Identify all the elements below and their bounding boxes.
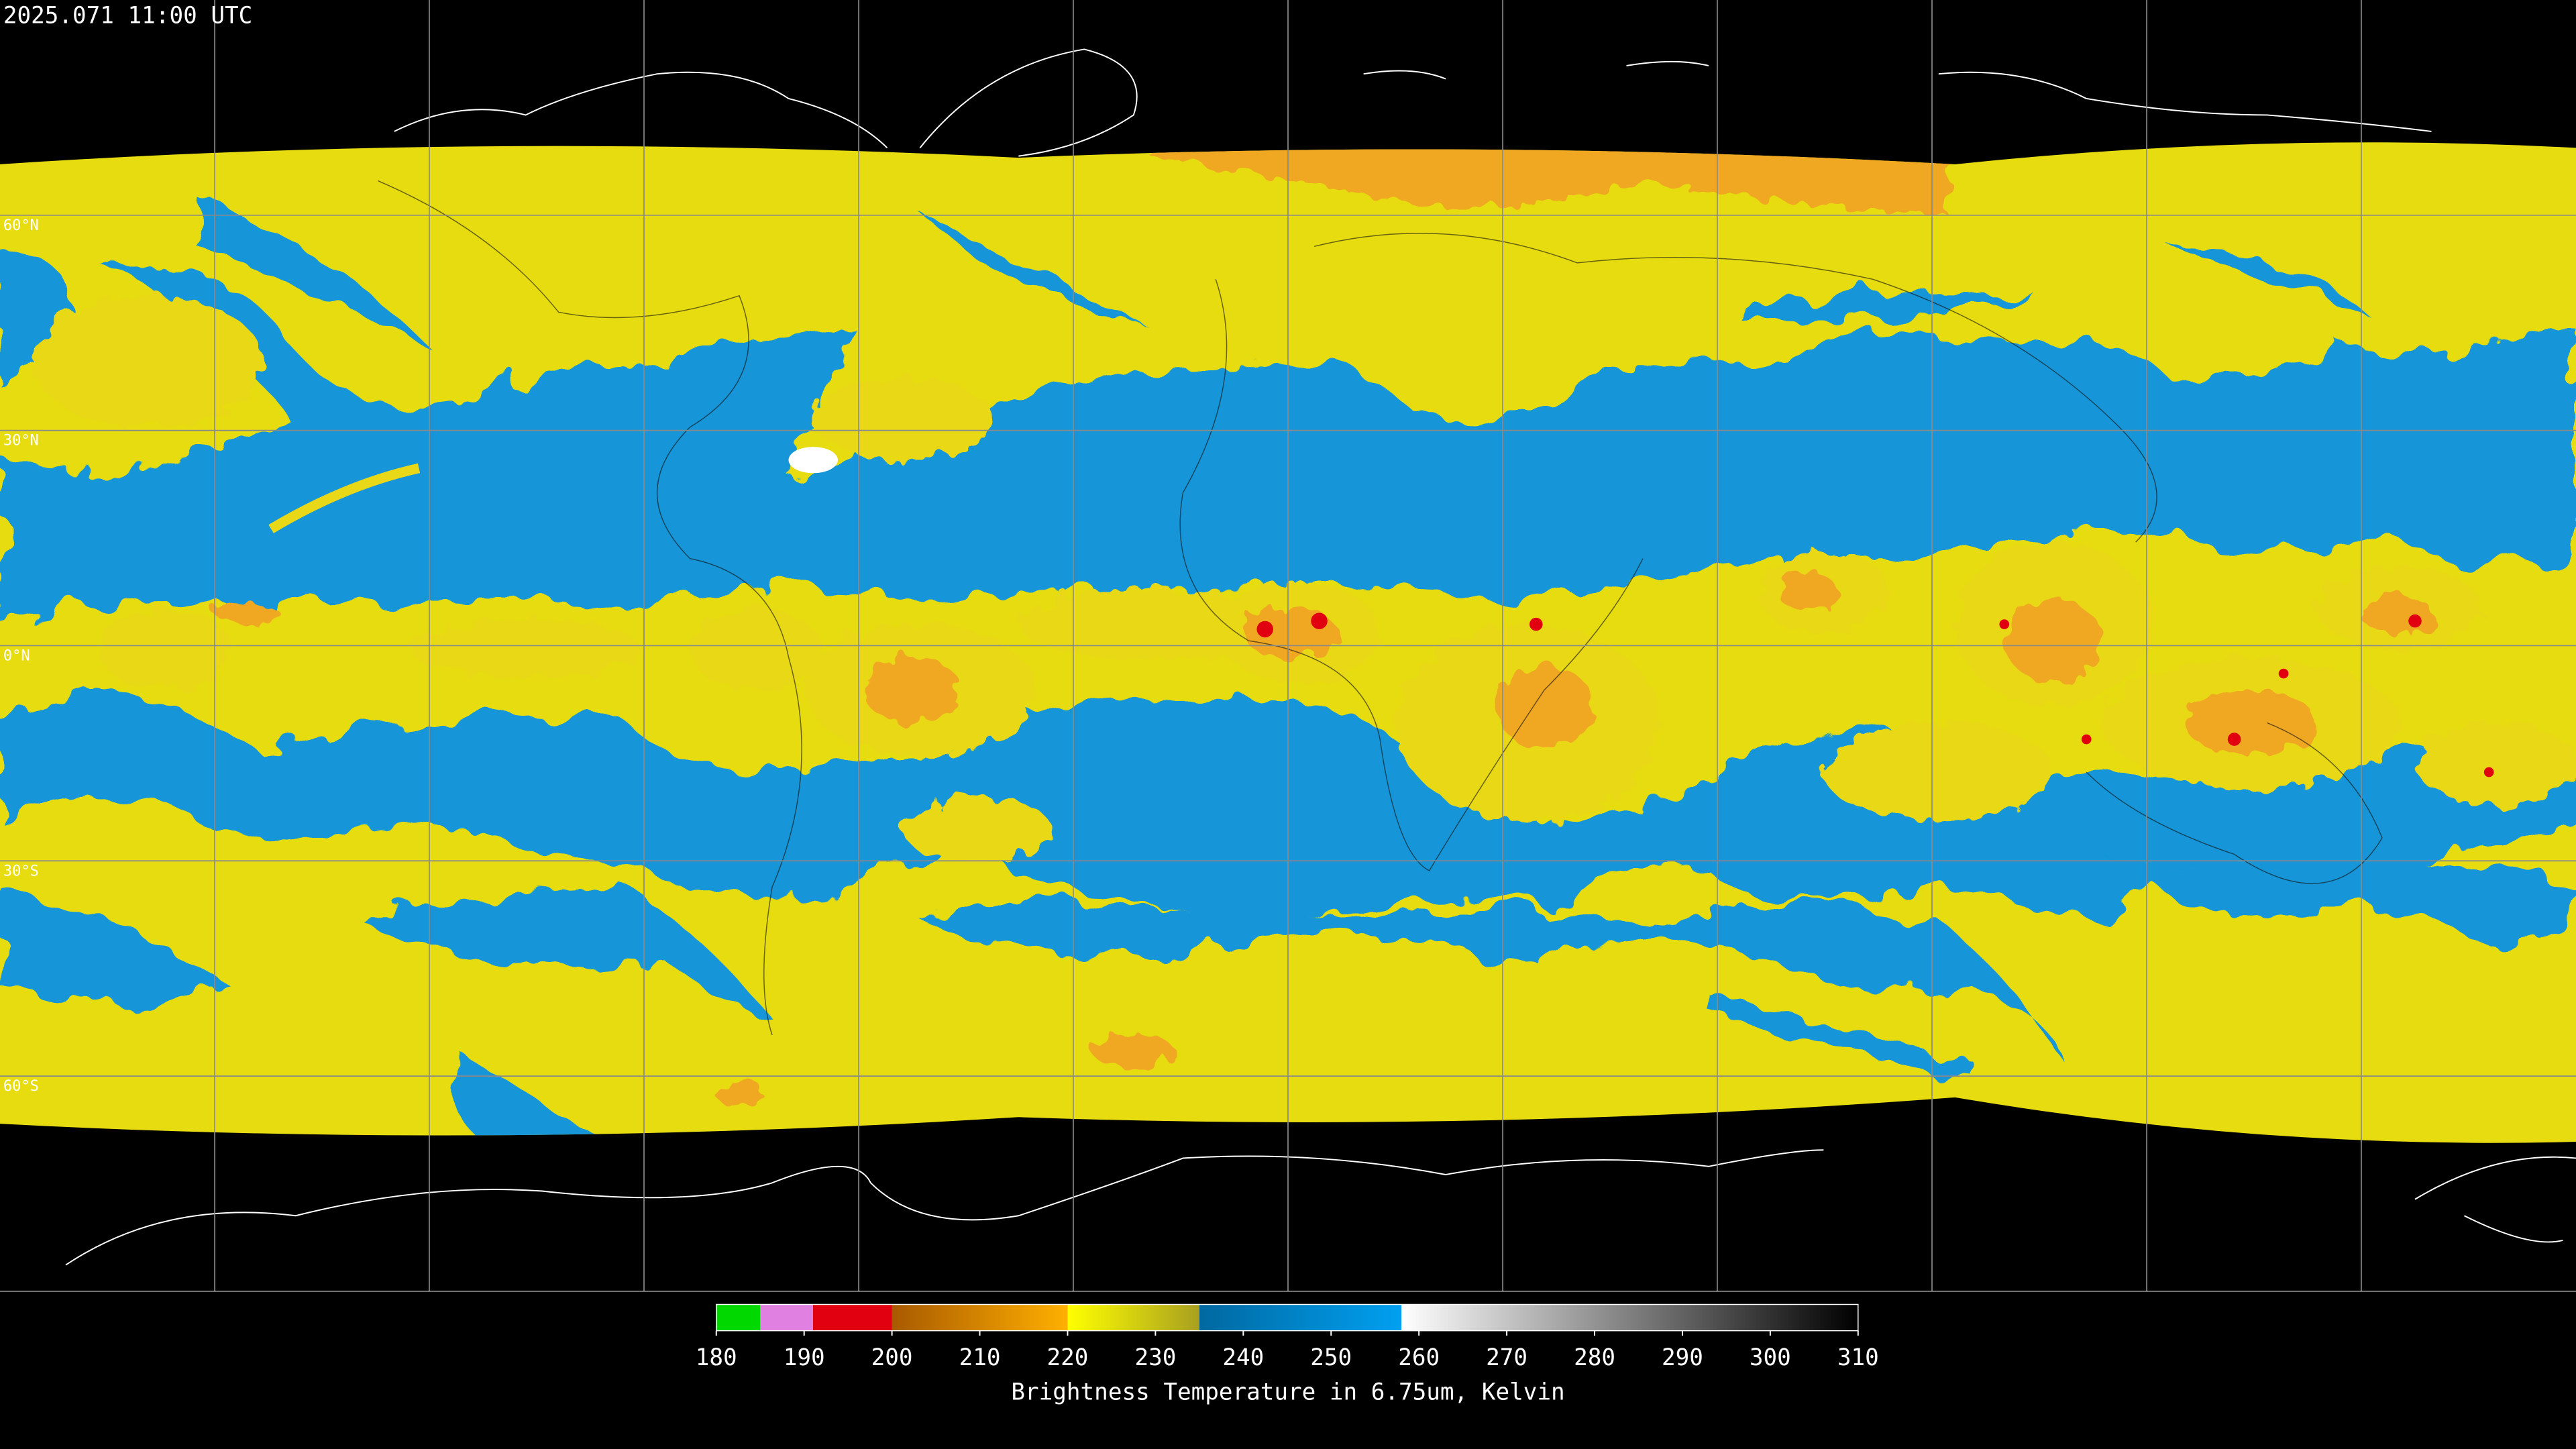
latitude-label: 30°N [3,433,39,449]
warm-spot [788,447,838,474]
colorbar-tick-label: 260 [1398,1344,1440,1371]
latitude-label: 0°N [3,647,30,664]
coastlines [377,180,2383,1036]
colorbar-label: Brightness Temperature in 6.75um, Kelvin [1011,1379,1564,1406]
colorbar-tick-label: 220 [1047,1344,1089,1371]
colorbar-tick-label: 280 [1574,1344,1615,1371]
colorbar-tick-label: 240 [1222,1344,1264,1371]
colorbar-tick-label: 190 [784,1344,825,1371]
colorbar-tick-label: 250 [1310,1344,1352,1371]
colorbar-tick-label: 230 [1134,1344,1176,1371]
colorbar-tick-label: 300 [1750,1344,1791,1371]
colorbar-tick-label: 270 [1486,1344,1527,1371]
colorbar-tick-label: 290 [1662,1344,1703,1371]
latitude-label: 30°S [3,863,39,879]
latitude-label: 60°N [3,217,39,234]
colorbar-tick-label: 180 [696,1344,737,1371]
latitude-label: 60°S [3,1078,39,1095]
polar-coastlines [65,48,2576,1266]
colorbar: Brightness Temperature in 6.75um, Kelvin… [696,1303,1879,1406]
deepest-convection [1256,612,2494,777]
timestamp: 2025.071 11:00 UTC [3,2,252,29]
convection [32,295,2576,863]
colorbar-tick-label: 200 [871,1344,913,1371]
graticule: 60°N 30°N 0°N 30°S 60°S [0,0,2576,1292]
colorbar-tick-label: 310 [1837,1344,1879,1371]
cloud-streak [268,463,421,533]
colorbar-scale [716,1303,1859,1332]
colorbar-tick-label: 210 [959,1344,1001,1371]
